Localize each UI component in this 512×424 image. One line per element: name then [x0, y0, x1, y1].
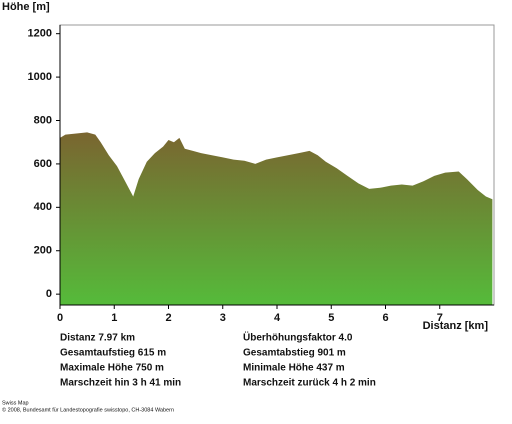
elevation-area: [60, 132, 493, 305]
stat-text: Gesamtabstieg 901 m: [243, 348, 346, 359]
x-axis-title: Distanz [km]: [423, 320, 489, 332]
stat-text: Marschzeit hin 3 h 41 min: [60, 378, 181, 389]
footer-text: Swiss Map: [2, 400, 29, 406]
stat-text: Marschzeit zurück 4 h 2 min: [243, 378, 376, 389]
x-tick-label: 4: [274, 312, 281, 324]
x-tick-label: 5: [328, 312, 334, 324]
y-tick-label: 1200: [28, 28, 52, 40]
x-tick-label: 1: [111, 312, 117, 324]
x-tick-label: 3: [220, 312, 226, 324]
y-tick-label: 400: [34, 201, 52, 213]
stat-text: Distanz 7.97 km: [60, 333, 135, 344]
stat-text: Überhöhungsfaktor 4.0: [243, 331, 353, 344]
y-tick-label: 0: [46, 288, 52, 300]
x-tick-label: 0: [57, 312, 63, 324]
stat-text: Gesamtaufstieg 615 m: [60, 348, 166, 359]
stat-text: Minimale Höhe 437 m: [243, 363, 345, 374]
x-tick-label: 7: [437, 312, 443, 324]
y-tick-label: 200: [34, 245, 52, 257]
y-tick-label: 800: [34, 114, 52, 126]
y-axis-title: Höhe [m]: [2, 1, 50, 13]
stat-text: Maximale Höhe 750 m: [60, 363, 164, 374]
x-tick-label: 2: [165, 312, 171, 324]
y-tick-label: 600: [34, 158, 52, 170]
footer-text: © 2008, Bundesamt für Landestopografie s…: [2, 406, 174, 413]
y-tick-label: 1000: [28, 71, 52, 83]
x-tick-label: 6: [382, 312, 388, 324]
